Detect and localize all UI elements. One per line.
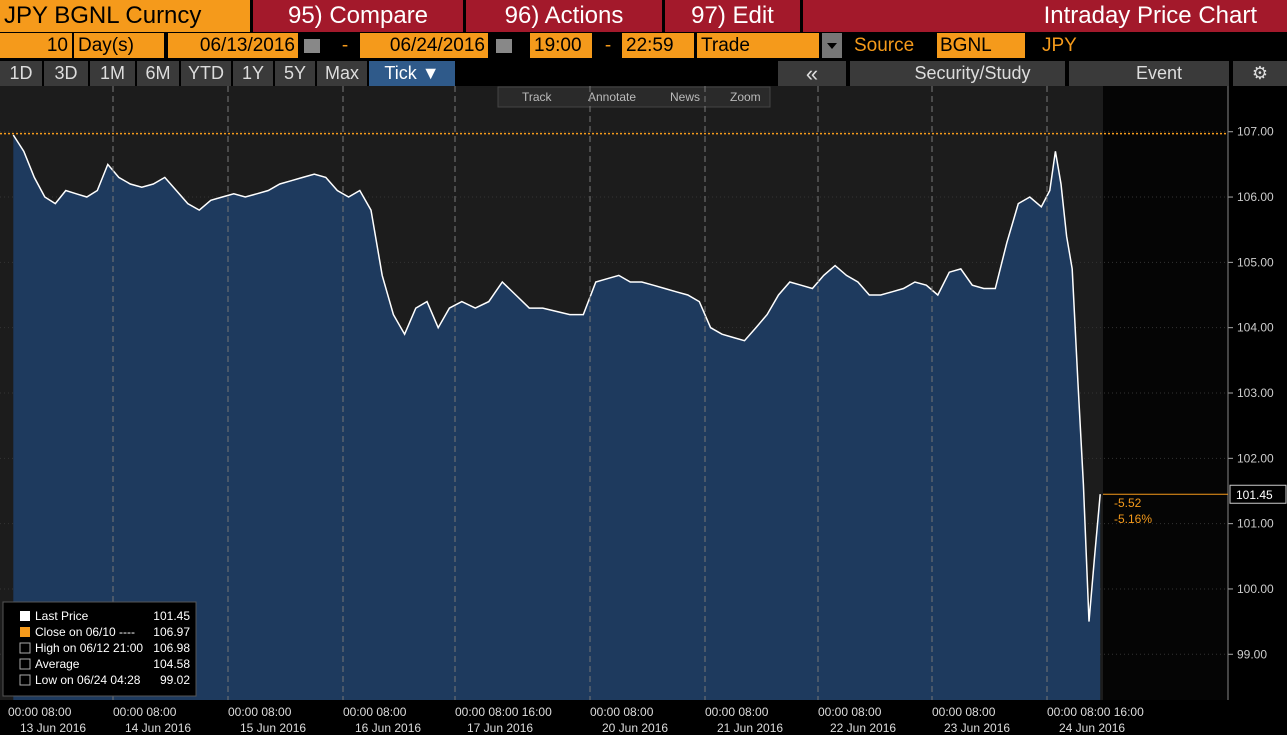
currency: JPY bbox=[1042, 35, 1077, 56]
range-button[interactable]: 6M bbox=[137, 61, 179, 86]
start-time[interactable]: 19:00 bbox=[530, 33, 592, 58]
y-tick-label: 105.00 bbox=[1237, 255, 1274, 269]
x-tick-time: 00:00 08:00 bbox=[343, 705, 407, 719]
x-tick-time: 00:00 08:00 bbox=[818, 705, 882, 719]
y-tick-label: 99.00 bbox=[1237, 647, 1267, 661]
chart-toolbar bbox=[497, 86, 771, 108]
legend-name: Close on 06/10 ---- bbox=[35, 625, 135, 639]
legend-value: 104.58 bbox=[153, 657, 190, 671]
period[interactable]: 10 bbox=[0, 33, 72, 58]
x-tick-date: 13 Jun 2016 bbox=[20, 721, 86, 735]
x-tick-time: 00:00 08:00 16:00 bbox=[1047, 705, 1144, 719]
chart-tool: Annotate bbox=[588, 90, 636, 104]
edit-button[interactable]: 97) Edit bbox=[665, 0, 800, 32]
range-button[interactable]: 1M bbox=[90, 61, 135, 86]
x-tick-date: 20 Jun 2016 bbox=[602, 721, 668, 735]
end-date[interactable]: 06/24/2016 bbox=[360, 33, 488, 58]
x-tick-date: 14 Jun 2016 bbox=[125, 721, 191, 735]
legend-name: Average bbox=[35, 657, 80, 671]
calendar-icon[interactable] bbox=[300, 36, 326, 56]
security-study-button[interactable]: Security/Study bbox=[850, 61, 1065, 86]
legend-value: 101.45 bbox=[153, 609, 190, 623]
y-tick-label: 104.00 bbox=[1237, 321, 1274, 335]
range-button[interactable]: 3D bbox=[44, 61, 88, 86]
legend-value: 99.02 bbox=[160, 673, 190, 687]
source[interactable]: BGNL bbox=[937, 33, 1025, 58]
start-date[interactable]: 06/13/2016 bbox=[168, 33, 298, 58]
x-tick-time: 00:00 08:00 bbox=[705, 705, 769, 719]
chart-tool: News bbox=[670, 90, 700, 104]
x-tick-date: 24 Jun 2016 bbox=[1059, 721, 1125, 735]
legend-name: Low on 06/24 04:28 bbox=[35, 673, 141, 687]
date-sep: - bbox=[341, 35, 349, 56]
security[interactable]: JPY BGNL Curncy bbox=[0, 0, 250, 32]
x-tick-time: 00:00 08:00 bbox=[590, 705, 654, 719]
x-tick-date: 21 Jun 2016 bbox=[717, 721, 783, 735]
range-button[interactable]: 1D bbox=[0, 61, 42, 86]
chart-tool: Zoom bbox=[730, 90, 761, 104]
x-tick-date: 22 Jun 2016 bbox=[830, 721, 896, 735]
period-unit[interactable]: Day(s) bbox=[74, 33, 164, 58]
range-button[interactable]: Max bbox=[317, 61, 367, 86]
x-tick-date: 17 Jun 2016 bbox=[467, 721, 533, 735]
legend-name: High on 06/12 21:00 bbox=[35, 641, 143, 655]
legend-swatch bbox=[19, 658, 31, 670]
price-area bbox=[13, 135, 1101, 700]
settings-button[interactable]: ⚙ bbox=[1233, 61, 1287, 86]
range-button[interactable]: 5Y bbox=[275, 61, 315, 86]
x-tick-time: 00:00 08:00 16:00 bbox=[455, 705, 552, 719]
x-tick-date: 16 Jun 2016 bbox=[355, 721, 421, 735]
legend-swatch bbox=[20, 611, 30, 621]
page-title: Intraday Price Chart bbox=[803, 0, 1287, 32]
event-type[interactable]: Trade bbox=[697, 33, 819, 58]
legend-box bbox=[2, 601, 197, 697]
collapse-button[interactable]: « bbox=[778, 61, 846, 86]
y-tick-label: 107.00 bbox=[1237, 125, 1274, 139]
x-tick-time: 00:00 08:00 bbox=[8, 705, 72, 719]
x-tick-time: 00:00 08:00 bbox=[113, 705, 177, 719]
y-tick-label: 102.00 bbox=[1237, 451, 1274, 465]
x-tick-date: 15 Jun 2016 bbox=[240, 721, 306, 735]
last-price-tag-text: 101.45 bbox=[1236, 488, 1273, 502]
axis-background bbox=[1228, 86, 1287, 700]
time-sep: - bbox=[604, 35, 612, 56]
actions-button[interactable]: 96) Actions bbox=[466, 0, 662, 32]
range-button[interactable]: Tick ▼ bbox=[369, 61, 455, 86]
source-label: Source bbox=[854, 35, 915, 56]
legend-swatch bbox=[20, 627, 30, 637]
x-tick-time: 00:00 08:00 bbox=[932, 705, 996, 719]
legend-name: Last Price bbox=[35, 609, 89, 623]
y-tick-label: 106.00 bbox=[1237, 190, 1274, 204]
calendar-icon[interactable] bbox=[492, 36, 518, 56]
y-tick-label: 100.00 bbox=[1237, 582, 1274, 596]
chart: Track Annotate News Zoom 99.00 100.00 101.00 10… bbox=[0, 86, 1287, 735]
range-button[interactable]: 1Y bbox=[233, 61, 273, 86]
y-tick-label: 103.00 bbox=[1237, 386, 1274, 400]
legend-swatch bbox=[19, 674, 31, 686]
compare-button[interactable]: 95) Compare bbox=[253, 0, 463, 32]
legend-value: 106.98 bbox=[153, 641, 190, 655]
dropdown[interactable] bbox=[822, 33, 842, 58]
change-annotation: -5.16% bbox=[1114, 512, 1152, 526]
y-tick-label: 101.00 bbox=[1237, 517, 1274, 531]
x-tick-date: 23 Jun 2016 bbox=[944, 721, 1010, 735]
last-price-tag bbox=[1229, 484, 1287, 504]
event-button[interactable]: Event bbox=[1069, 61, 1229, 86]
range-button[interactable]: YTD bbox=[181, 61, 231, 86]
after-hours bbox=[1103, 86, 1228, 700]
change-annotation: -5.52 bbox=[1114, 496, 1142, 510]
legend-value: 106.97 bbox=[153, 625, 190, 639]
end-time[interactable]: 22:59 bbox=[622, 33, 694, 58]
legend-swatch bbox=[19, 642, 31, 654]
chart-tool: Track bbox=[522, 90, 553, 104]
x-tick-time: 00:00 08:00 bbox=[228, 705, 292, 719]
